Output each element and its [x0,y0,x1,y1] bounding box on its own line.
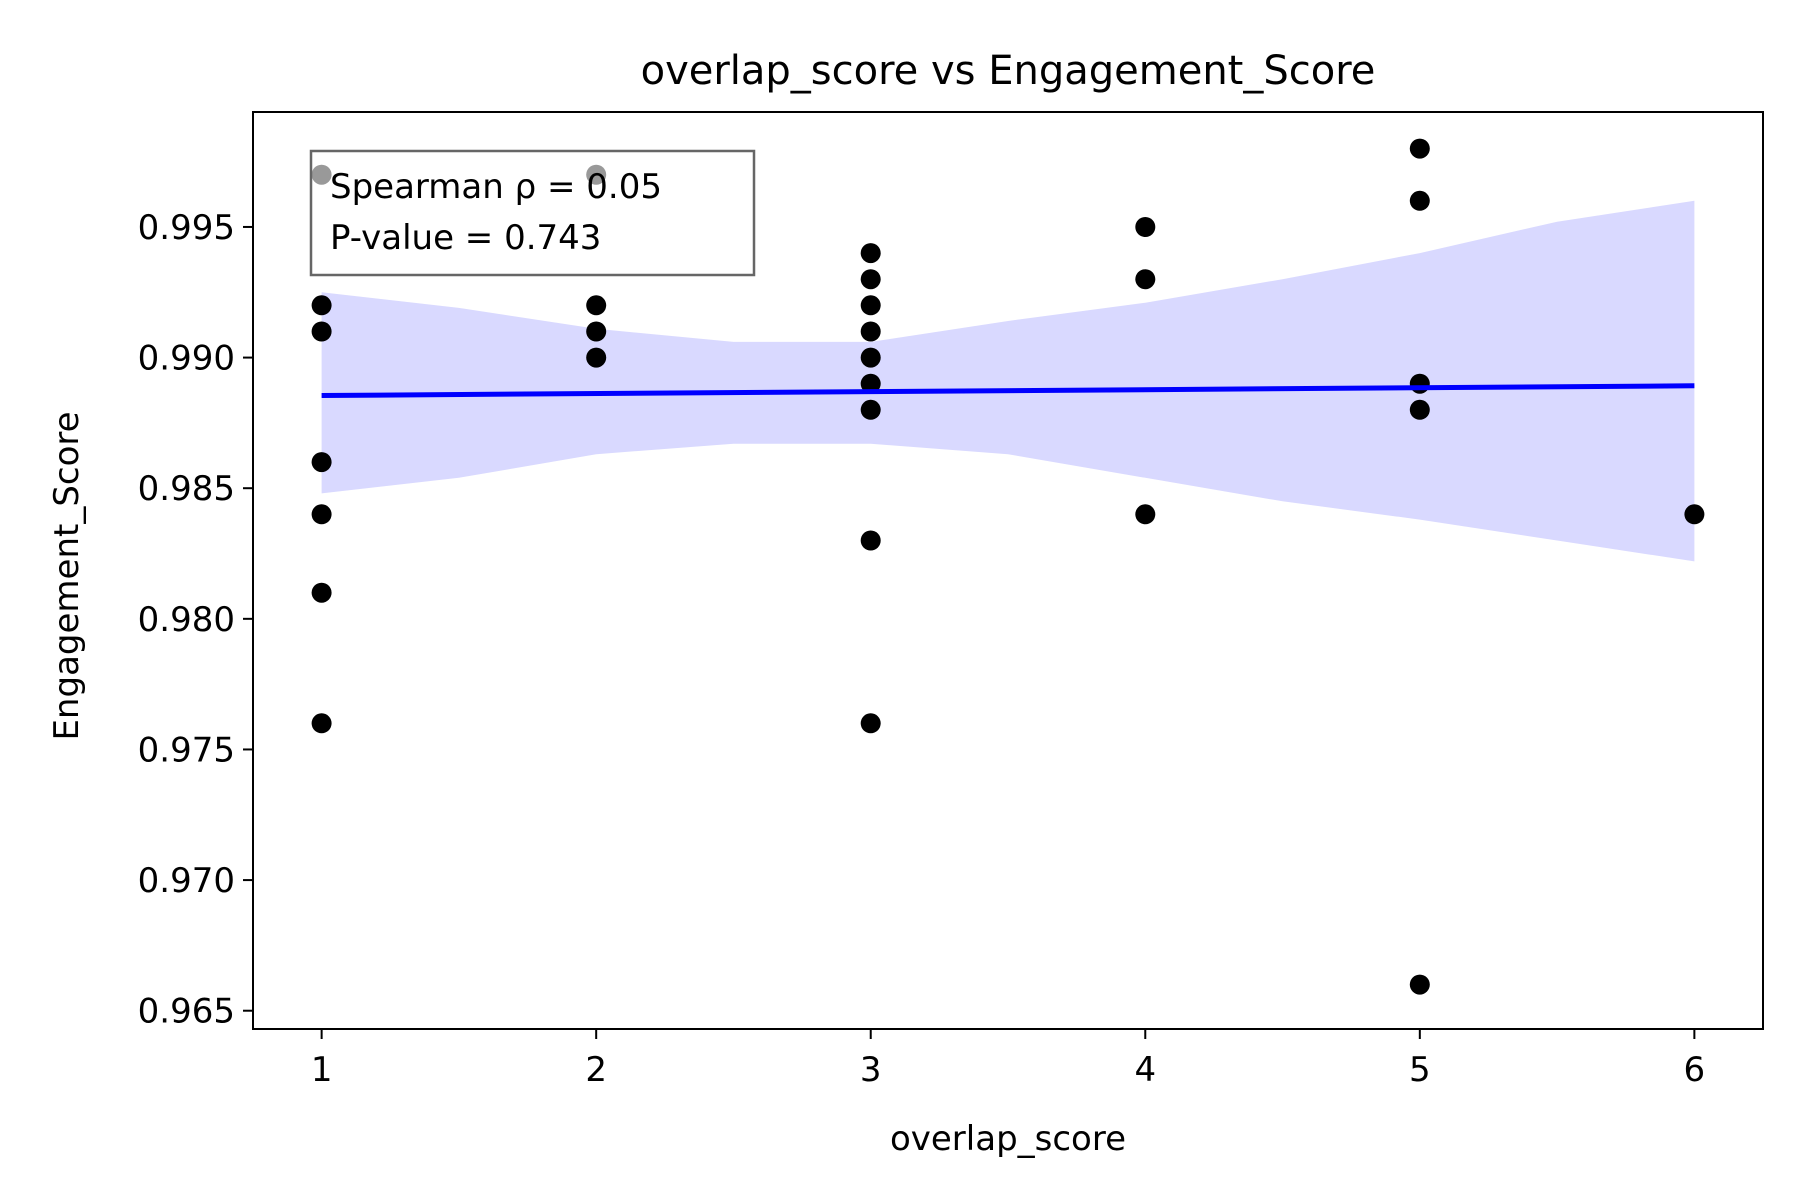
data-point [860,530,881,551]
y-tick-label: 0.990 [138,339,235,379]
data-point [1409,373,1430,394]
data-point [1409,138,1430,159]
x-tick-label: 3 [860,1050,882,1090]
data-point [860,321,881,342]
y-tick-label: 0.980 [138,600,235,640]
data-point [1409,399,1430,420]
y-axis-ticks: 0.965 0.970 0.975 0.980 0.985 0.990 0.995 [138,208,253,1032]
data-point [860,295,881,316]
y-tick-label: 0.970 [138,861,235,901]
y-axis-label: Engagement_Score [47,411,87,740]
data-points-layer [311,138,1705,995]
plot-frame [252,111,1764,1030]
data-point [1135,504,1156,525]
data-point [1135,269,1156,290]
data-point [860,269,881,290]
data-point [311,164,332,185]
data-point [1409,190,1430,211]
data-point [860,399,881,420]
y-tick-label: 0.995 [138,208,235,248]
x-tick-label: 4 [1134,1050,1156,1090]
data-point [860,243,881,264]
x-axis-label: overlap_score [890,1119,1126,1159]
data-point [1684,504,1705,525]
data-point [860,347,881,368]
regression-line [321,383,1695,398]
data-point [311,582,332,603]
data-point [311,504,332,525]
data-point [1409,974,1430,995]
stats-annotation-box: Spearman ρ = 0.05 P-value = 0.743 [309,149,756,277]
x-tick-label: 6 [1684,1050,1706,1090]
confidence-band [321,200,1695,562]
data-point [311,452,332,473]
confidence-band-layer [321,200,1695,562]
x-tick-label: 2 [585,1050,607,1090]
y-tick-label: 0.985 [138,469,235,509]
data-point [860,373,881,394]
annotation-box [309,149,756,277]
data-point [311,321,332,342]
x-tick-label: 1 [311,1050,333,1090]
x-tick-label: 5 [1409,1050,1431,1090]
data-point [311,713,332,734]
data-point [311,295,332,316]
data-point [1135,217,1156,237]
chart-title: overlap_score vs Engagement_Score [641,48,1376,94]
y-tick-label: 0.975 [138,730,235,770]
regression-line-layer [321,383,1695,398]
data-point [586,295,607,316]
annotation-p-value: P-value = 0.743 [330,218,601,258]
data-point [586,164,607,185]
y-tick-label: 0.965 [138,992,235,1032]
data-point [586,347,607,368]
data-point [860,713,881,734]
x-axis-ticks: 1 2 3 4 5 6 [311,1029,1705,1090]
data-point [586,321,607,342]
annotation-spearman: Spearman ρ = 0.05 [330,167,662,207]
